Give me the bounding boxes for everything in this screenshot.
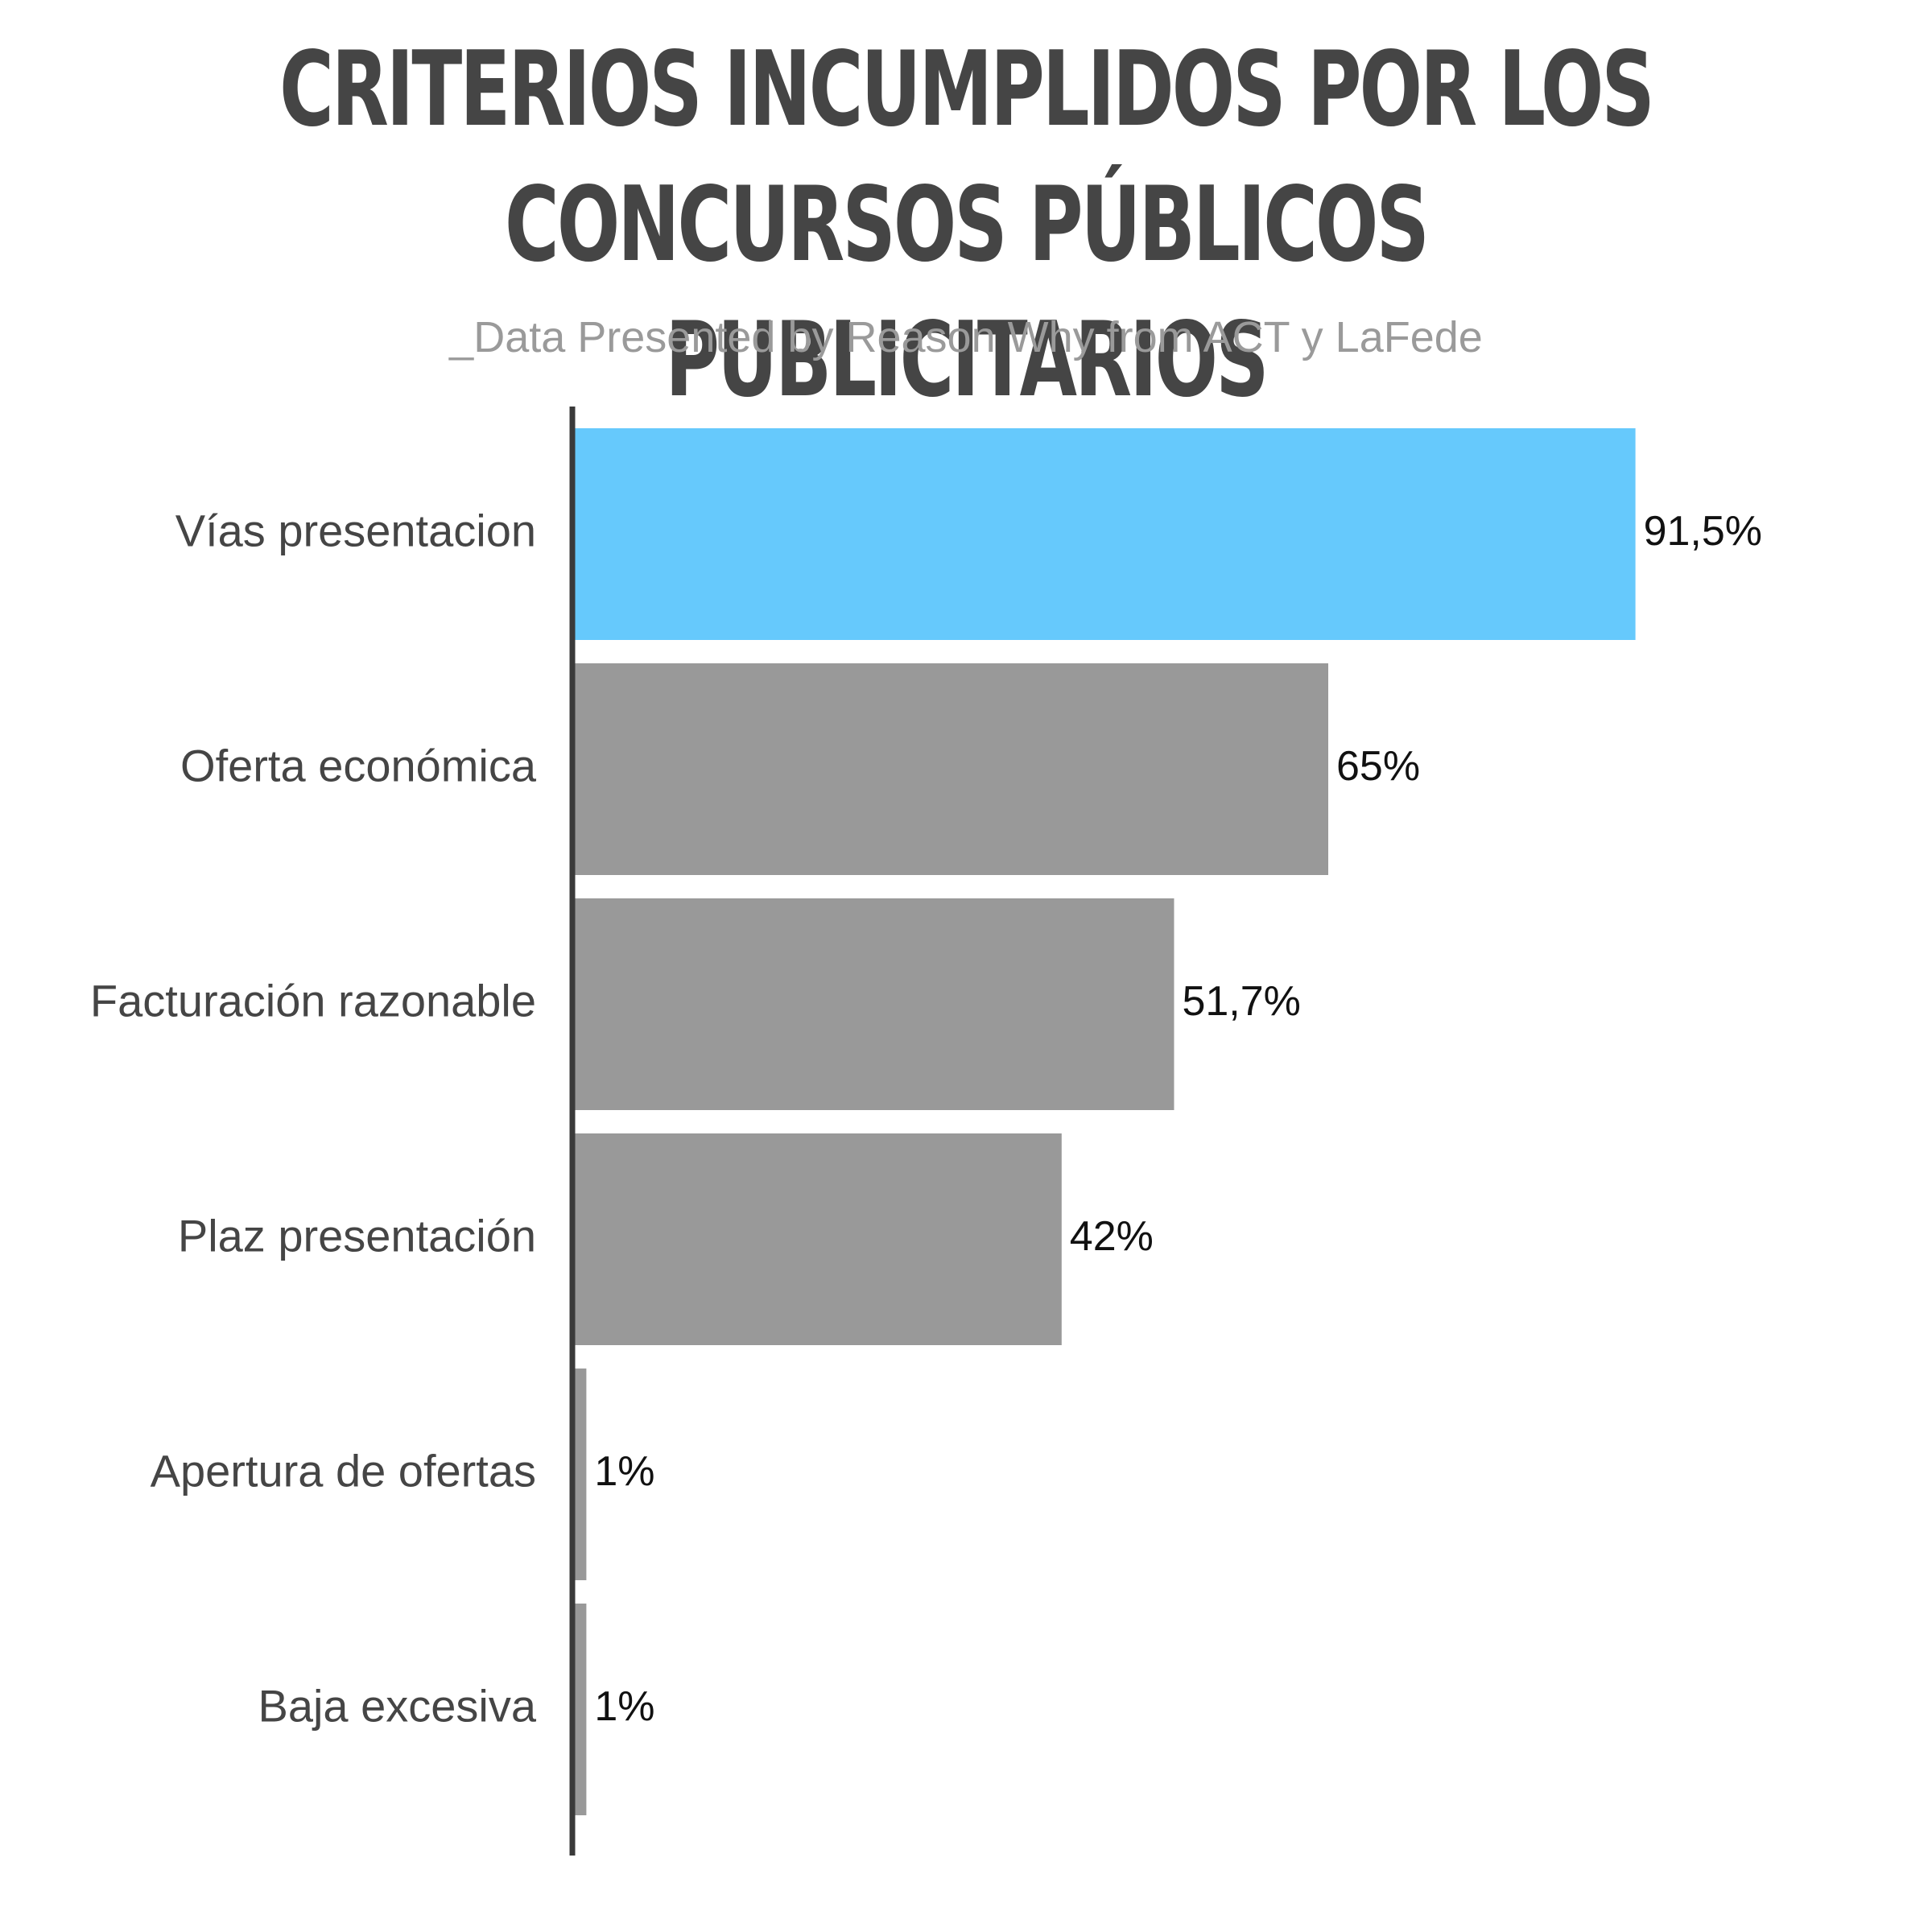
- chart-subtitle: _Data Presented by Reason Why from ACT y…: [449, 313, 1483, 361]
- labels-group: Vías presentacion 91,5% Oferta económica 65…: [90, 505, 1762, 1731]
- value-label: 91,5%: [1644, 508, 1762, 555]
- category-label: Apertura de ofertas: [151, 1445, 536, 1496]
- bar-2: [575, 663, 1328, 875]
- bar-5: [575, 1368, 587, 1580]
- category-label: Vías presentacion: [175, 505, 536, 555]
- category-label: Facturación razonable: [90, 975, 536, 1026]
- value-label: 51,7%: [1182, 978, 1300, 1025]
- bars-group: [575, 428, 1636, 1815]
- category-label: Oferta económica: [180, 740, 537, 791]
- bar-3: [575, 898, 1174, 1110]
- value-label: 1%: [594, 1448, 654, 1495]
- chart-title: CRITERIOS INCUMPLIDOS POR LOS CONCURSOS …: [279, 30, 1655, 420]
- category-label: Plaz presentación: [178, 1210, 536, 1261]
- bar-4: [575, 1133, 1062, 1345]
- value-label: 42%: [1070, 1213, 1154, 1260]
- value-label: 1%: [594, 1683, 654, 1730]
- value-label: 65%: [1336, 743, 1420, 790]
- bar-6: [575, 1604, 587, 1815]
- bar-1: [575, 428, 1636, 640]
- category-label: Baja excesiva: [258, 1680, 536, 1731]
